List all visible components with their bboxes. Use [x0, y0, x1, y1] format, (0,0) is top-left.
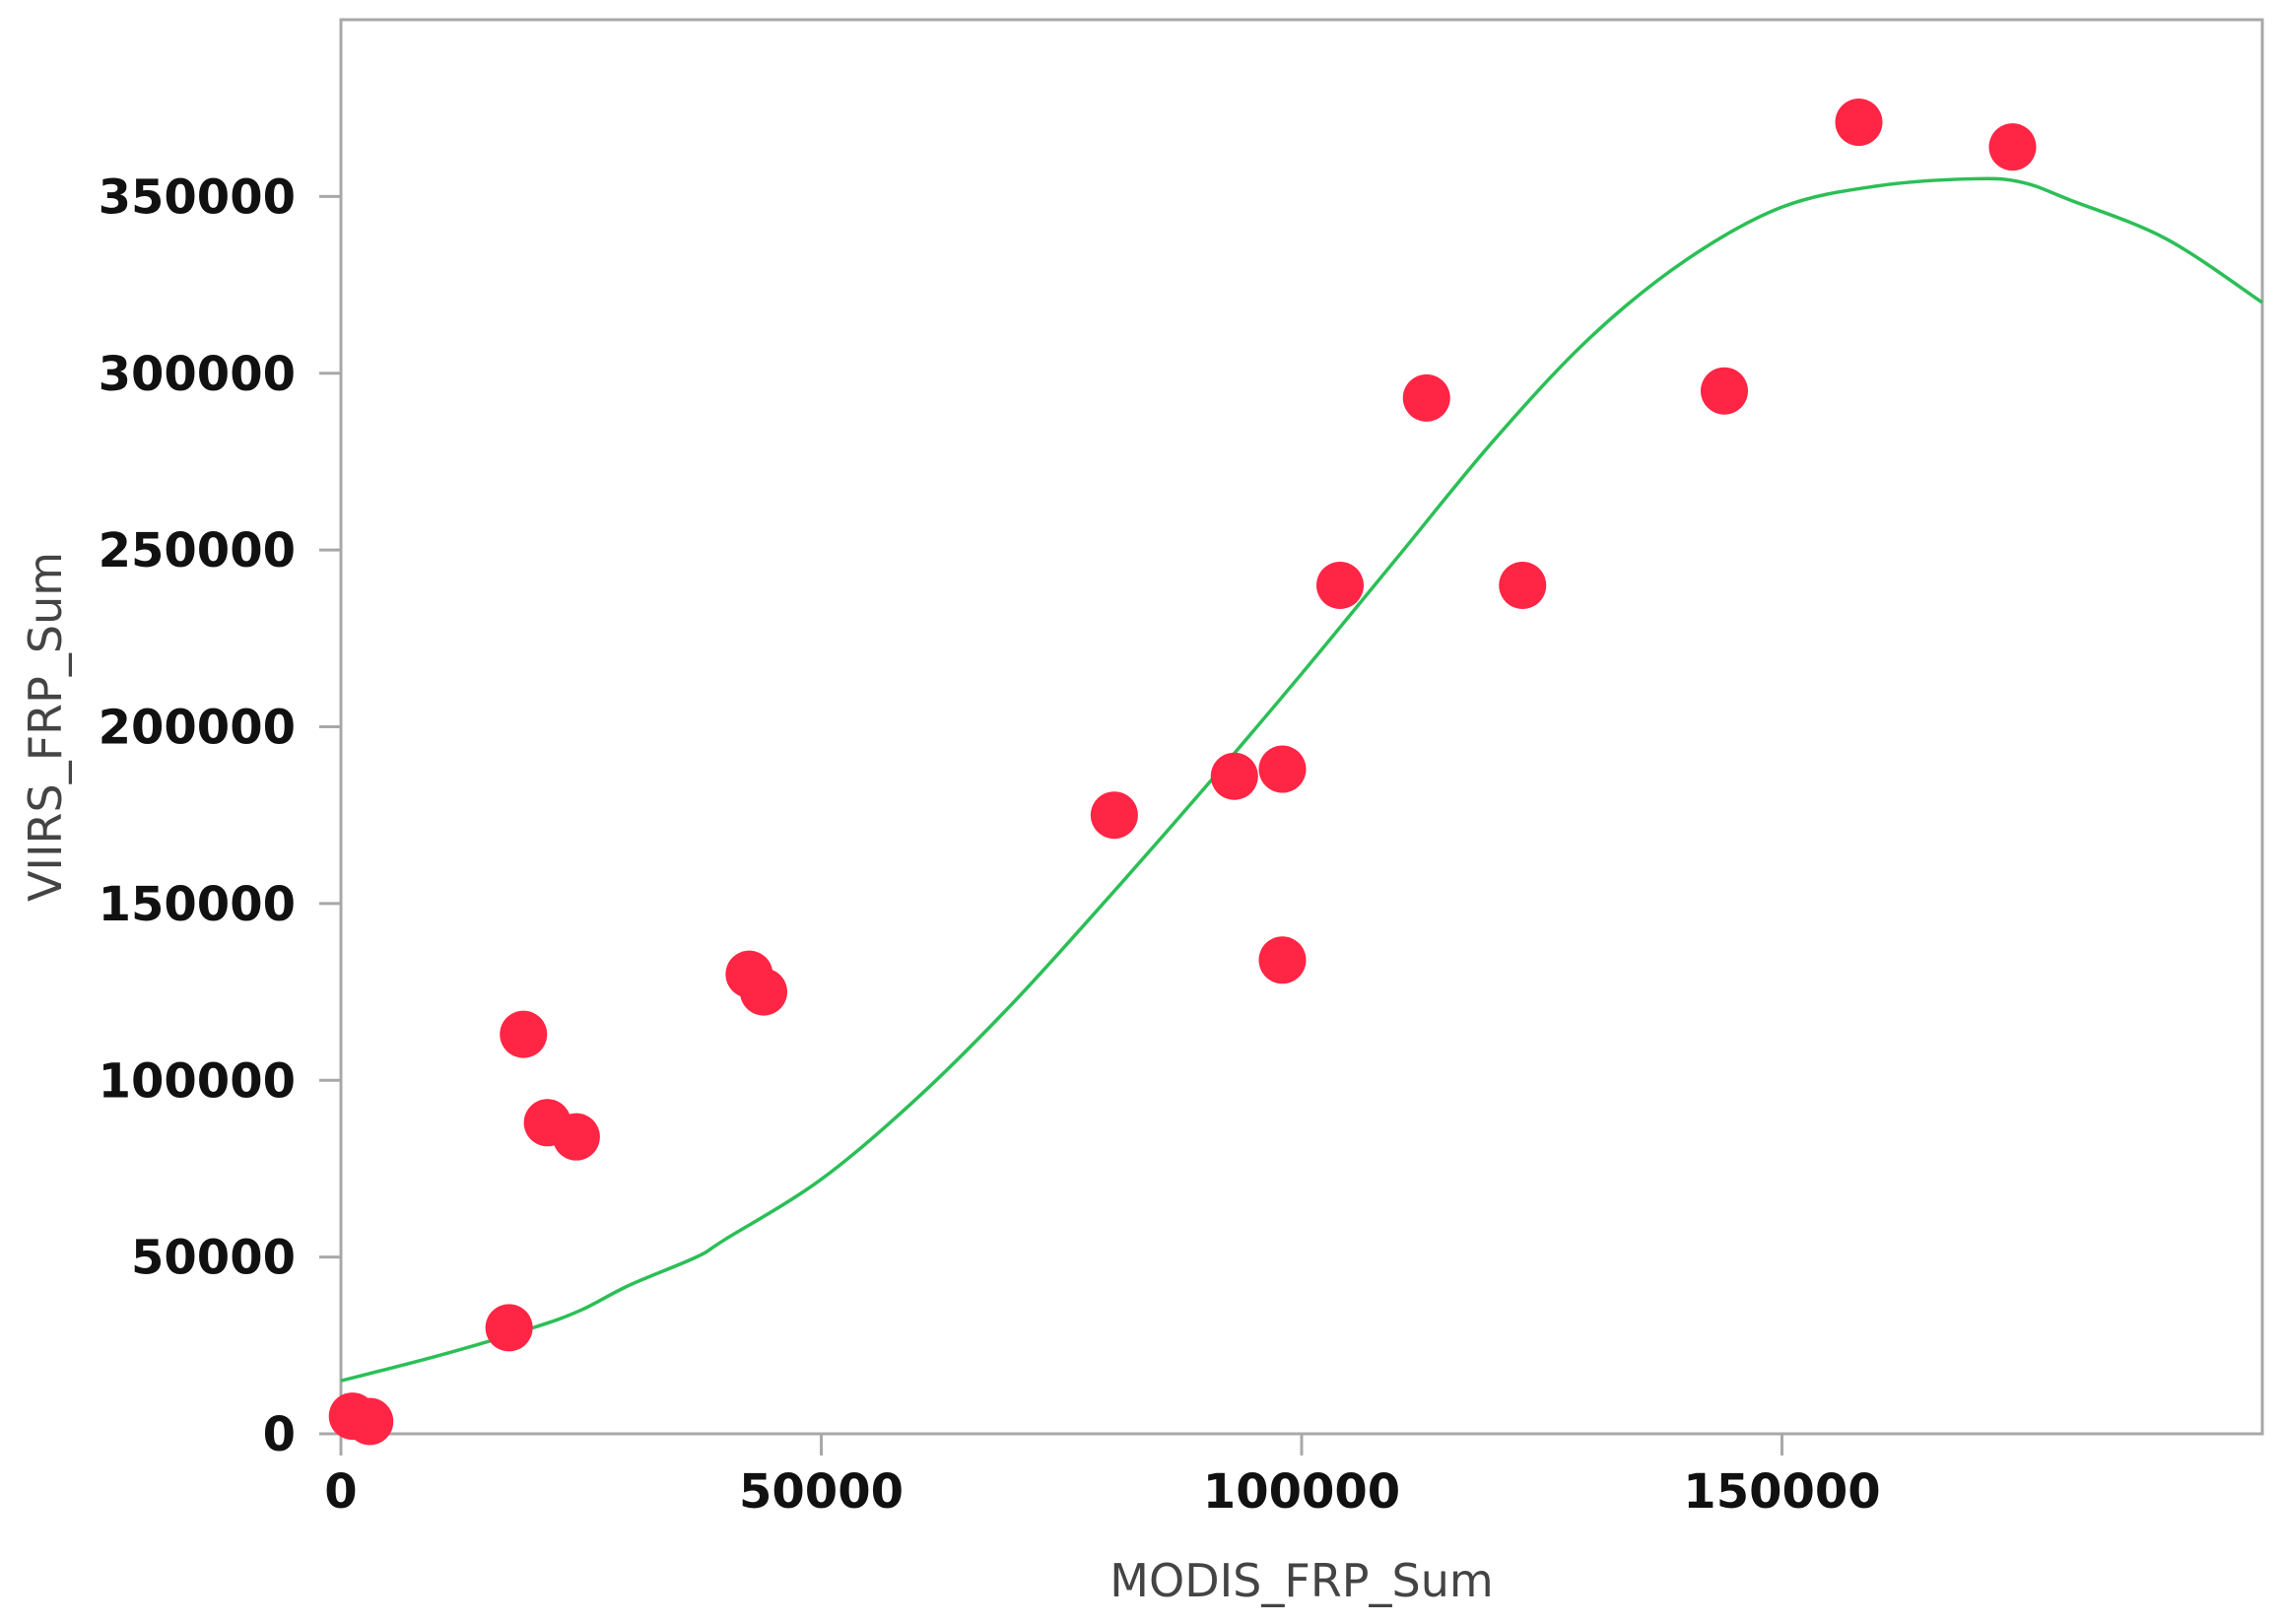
y-tick-label: 250000: [99, 523, 296, 578]
data-point: [1258, 745, 1307, 793]
data-point: [740, 968, 787, 1016]
y-tick-label: 200000: [99, 701, 296, 756]
data-point: [1402, 373, 1450, 422]
x-tick-label: 100000: [1203, 1464, 1400, 1520]
data-point: [485, 1304, 533, 1352]
y-axis-title: VIIRS_FRP_Sum: [19, 552, 72, 902]
data-point: [346, 1397, 394, 1446]
fit-curve: [340, 176, 2263, 1383]
plot-frame: [339, 18, 2264, 1436]
y-axis-ticks: 0 50000 100000 150000 200000 250000 300000 3500…: [99, 169, 341, 1462]
y-tick-label: 150000: [99, 877, 296, 932]
x-axis-title: MODIS_FRP_Sum: [1109, 1554, 1493, 1607]
data-point: [1988, 123, 2037, 171]
y-tick-label: 100000: [99, 1053, 296, 1109]
y-tick-label: 0: [263, 1407, 296, 1462]
data-point: [1210, 752, 1258, 800]
data-point: [1316, 562, 1364, 609]
data-point: [1499, 562, 1547, 609]
data-point: [500, 1010, 548, 1058]
x-tick-label: 0: [324, 1464, 357, 1520]
x-tick-label: 50000: [739, 1464, 904, 1520]
x-axis-ticks: 0 50000 100000 150000: [324, 1434, 1881, 1520]
y-tick-label: 50000: [131, 1231, 296, 1286]
y-tick-label: 350000: [99, 169, 296, 225]
data-points: [328, 99, 2037, 1446]
data-point: [1835, 99, 1883, 147]
data-point: [1701, 367, 1748, 415]
y-tick-label: 300000: [99, 347, 296, 402]
data-point: [1090, 791, 1138, 840]
data-point: [552, 1113, 600, 1161]
x-tick-label: 150000: [1683, 1464, 1880, 1520]
data-point: [1258, 936, 1307, 984]
